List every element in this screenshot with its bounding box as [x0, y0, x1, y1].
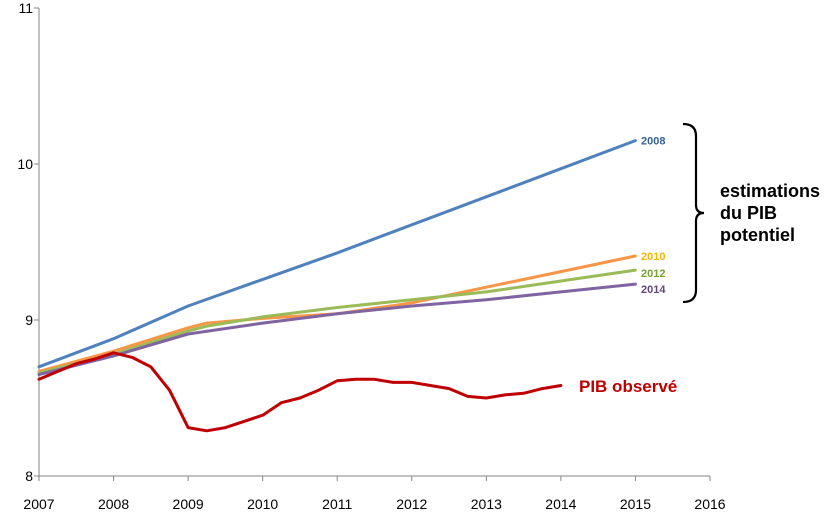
axes [38, 8, 710, 477]
annotations: estimations du PIB potentiel PIB observé [579, 122, 820, 396]
x-tick-label: 2013 [471, 496, 502, 512]
x-tick-label: 2016 [694, 496, 725, 512]
series-line-2008 [37, 139, 637, 369]
x-tick-label: 2007 [23, 496, 54, 512]
curly-bracket [682, 122, 705, 304]
x-tick-label: 2011 [322, 496, 352, 512]
x-tick-label: 2010 [247, 496, 278, 512]
y-tick-label: 10 [17, 156, 33, 172]
series-end-label-2012: 2012 [641, 268, 665, 280]
y-tick-label: 9 [25, 312, 33, 328]
bracket-label-line-3: potentiel [720, 225, 795, 245]
series-end-label-2014: 2014 [641, 284, 666, 296]
bracket-label-line-1: estimations [720, 181, 820, 201]
y-tick-label: 11 [18, 0, 33, 16]
series-end-label-2010: 2010 [641, 251, 665, 263]
series-end-label-2008: 2008 [641, 136, 665, 148]
y-tick-label: 8 [25, 468, 33, 484]
series-line-2014 [37, 282, 637, 377]
x-tick-label: 2014 [545, 496, 576, 512]
series-end-labels: 2008 2010 2012 2014 [641, 136, 666, 296]
series-line-observed [37, 351, 563, 433]
bracket-label-line-2: du PIB [720, 203, 777, 223]
series-line-2010 [37, 254, 637, 373]
x-tick-label: 2009 [173, 496, 204, 512]
x-tick-label: 2015 [620, 496, 651, 512]
x-tick-label: 2008 [98, 496, 129, 512]
x-tick-label: 2012 [396, 496, 427, 512]
series-lines [37, 139, 637, 433]
observed-gdp-label: PIB observé [579, 377, 677, 396]
series-line-2012 [37, 268, 637, 375]
